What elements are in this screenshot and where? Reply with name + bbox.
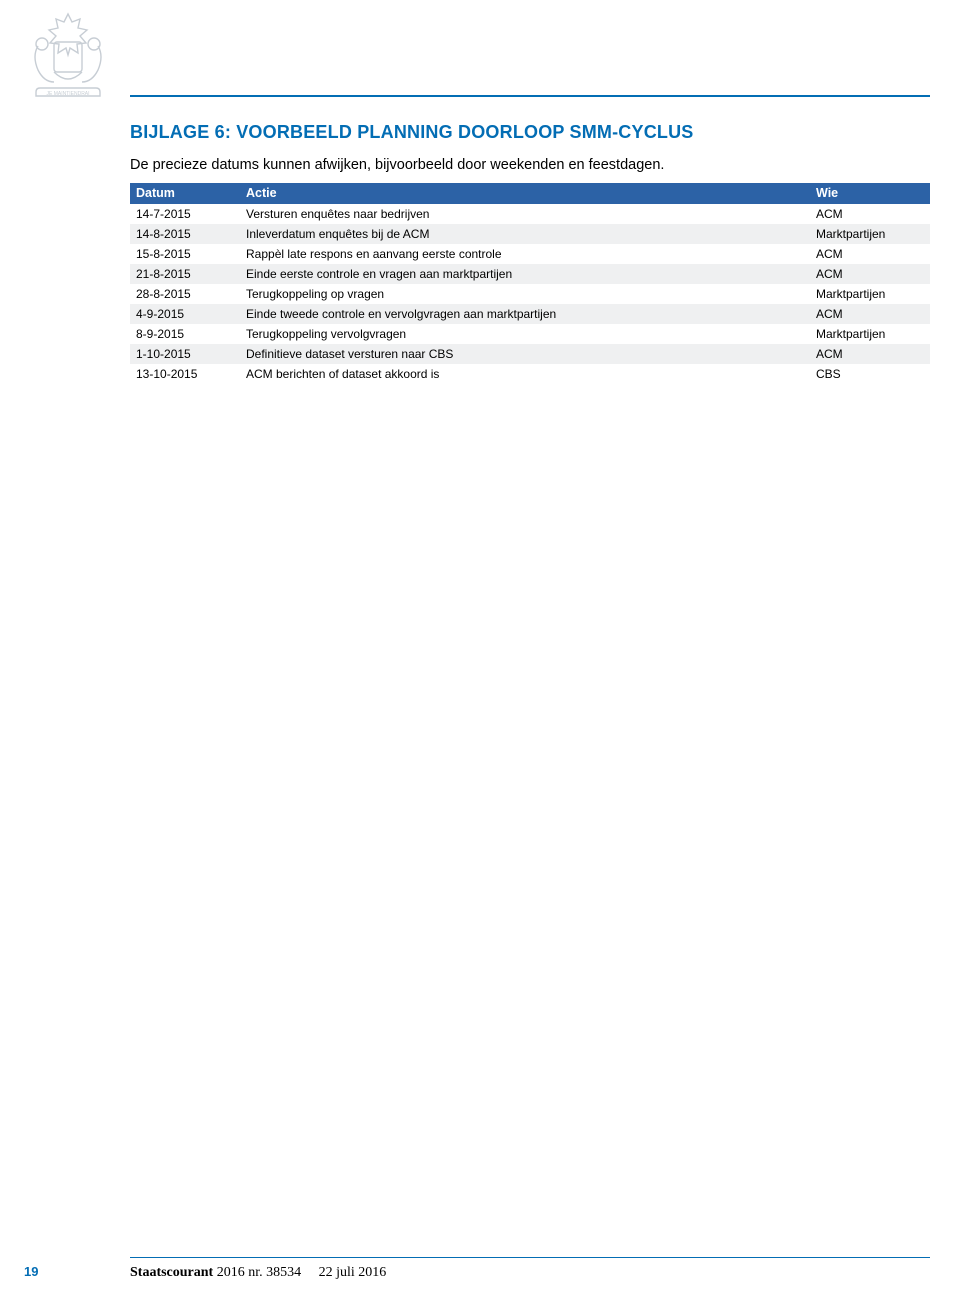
publication-date: 22 juli 2016 [319,1265,387,1280]
table-cell: ACM [810,344,930,364]
page-title: BIJLAGE 6: VOORBEELD PLANNING DOORLOOP S… [130,122,930,143]
table-cell: Versturen enquêtes naar bedrijven [240,204,810,224]
table-cell: CBS [810,364,930,384]
table-cell: 4-9-2015 [130,304,240,324]
table-cell: 28-8-2015 [130,284,240,304]
table-cell: Inleverdatum enquêtes bij de ACM [240,224,810,244]
table-cell: Rappèl late respons en aanvang eerste co… [240,244,810,264]
coat-of-arms-icon: JE MAINTIENDRAI [18,8,118,104]
table-cell: ACM [810,304,930,324]
publication-info: Staatscourant 2016 nr. 38534 22 juli 201… [130,1265,386,1281]
table-cell: Marktpartijen [810,284,930,304]
col-header-wie: Wie [810,183,930,204]
table-cell: Einde tweede controle en vervolgvragen a… [240,304,810,324]
table-cell: 8-9-2015 [130,324,240,344]
table-body: 14-7-2015Versturen enquêtes naar bedrijv… [130,204,930,384]
table-cell: ACM [810,244,930,264]
table-row: 21-8-2015Einde eerste controle en vragen… [130,264,930,284]
table-row: 14-7-2015Versturen enquêtes naar bedrijv… [130,204,930,224]
table-row: 28-8-2015Terugkoppeling op vragenMarktpa… [130,284,930,304]
intro-text: De precieze datums kunnen afwijken, bijv… [130,157,930,173]
table-cell: 13-10-2015 [130,364,240,384]
footer-rule [130,1257,930,1258]
col-header-actie: Actie [240,183,810,204]
table-row: 13-10-2015ACM berichten of dataset akkoo… [130,364,930,384]
table-cell: 1-10-2015 [130,344,240,364]
table-cell: ACM berichten of dataset akkoord is [240,364,810,384]
top-rule [130,95,930,97]
col-header-datum: Datum [130,183,240,204]
planning-table: Datum Actie Wie 14-7-2015Versturen enquê… [130,183,930,384]
main-content: BIJLAGE 6: VOORBEELD PLANNING DOORLOOP S… [130,122,930,384]
table-row: 1-10-2015Definitieve dataset versturen n… [130,344,930,364]
table-row: 4-9-2015Einde tweede controle en vervolg… [130,304,930,324]
table-cell: Definitieve dataset versturen naar CBS [240,344,810,364]
table-cell: 14-8-2015 [130,224,240,244]
table-cell: Terugkoppeling op vragen [240,284,810,304]
table-header-row: Datum Actie Wie [130,183,930,204]
table-cell: Einde eerste controle en vragen aan mark… [240,264,810,284]
table-cell: ACM [810,204,930,224]
table-cell: 21-8-2015 [130,264,240,284]
svg-text:JE MAINTIENDRAI: JE MAINTIENDRAI [46,91,89,97]
table-row: 8-9-2015Terugkoppeling vervolgvragenMark… [130,324,930,344]
table-cell: Terugkoppeling vervolgvragen [240,324,810,344]
page-number: 19 [24,1264,46,1279]
publication-issue: 2016 nr. 38534 [217,1265,301,1280]
table-cell: ACM [810,264,930,284]
table-cell: Marktpartijen [810,224,930,244]
publication-name: Staatscourant [130,1265,213,1280]
table-row: 15-8-2015Rappèl late respons en aanvang … [130,244,930,264]
table-row: 14-8-2015Inleverdatum enquêtes bij de AC… [130,224,930,244]
table-cell: 14-7-2015 [130,204,240,224]
table-cell: 15-8-2015 [130,244,240,264]
page-footer: 19 Staatscourant 2016 nr. 38534 22 juli … [0,1257,960,1281]
table-cell: Marktpartijen [810,324,930,344]
